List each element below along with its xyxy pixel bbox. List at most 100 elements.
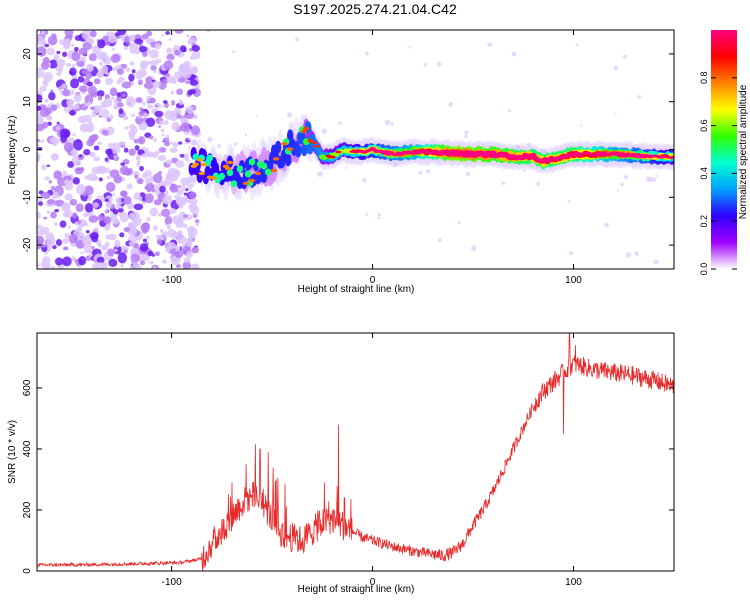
noise-speck xyxy=(655,174,659,178)
noise-speck xyxy=(57,86,63,92)
signal-band-core xyxy=(272,157,280,161)
noise-speck xyxy=(63,179,70,185)
signal-band-core xyxy=(286,147,294,151)
colorbar-tick-label: 0.0 xyxy=(699,263,709,276)
noise-speck xyxy=(151,151,159,158)
noise-speck xyxy=(78,154,83,158)
snr-frame xyxy=(36,332,675,572)
noise-speck xyxy=(187,183,194,188)
noise-speck xyxy=(165,173,173,181)
noise-speck xyxy=(37,67,45,79)
noise-speck xyxy=(153,172,163,184)
noise-speck xyxy=(129,61,135,66)
noise-speck xyxy=(96,71,104,78)
noise-speck xyxy=(163,60,174,70)
noise-speck xyxy=(102,98,113,108)
noise-speck xyxy=(138,46,148,53)
noise-speck xyxy=(64,233,71,239)
noise-speck xyxy=(464,130,469,135)
noise-speck xyxy=(194,84,200,89)
noise-speck xyxy=(96,256,105,264)
noise-speck xyxy=(143,254,150,262)
noise-speck xyxy=(180,177,191,186)
noise-speck xyxy=(83,149,91,156)
noise-speck xyxy=(137,115,142,119)
noise-speck xyxy=(144,193,154,204)
signal-band-core xyxy=(248,178,256,183)
noise-speck xyxy=(156,239,163,245)
noise-speck xyxy=(71,256,77,262)
noise-speck xyxy=(42,71,53,82)
noise-speck xyxy=(37,196,43,202)
noise-speck xyxy=(59,128,70,139)
noise-speck xyxy=(145,117,156,127)
noise-speck xyxy=(48,180,52,184)
noise-speck xyxy=(64,193,73,201)
noise-speck xyxy=(188,187,192,191)
noise-speck xyxy=(117,252,127,264)
noise-speck xyxy=(178,99,182,102)
noise-speck xyxy=(176,114,182,119)
noise-speck xyxy=(121,81,132,89)
noise-speck xyxy=(145,177,152,184)
noise-speck xyxy=(176,235,187,245)
noise-speck xyxy=(580,124,583,127)
noise-speck xyxy=(89,151,96,158)
signal-band-core xyxy=(210,176,218,180)
noise-speck xyxy=(145,60,151,65)
noise-speck xyxy=(185,106,194,114)
noise-speck xyxy=(100,108,110,119)
noise-speck xyxy=(131,69,136,74)
noise-speck xyxy=(50,89,54,93)
noise-speck xyxy=(87,85,98,97)
noise-speck xyxy=(134,145,140,151)
noise-speck xyxy=(133,138,139,144)
noise-speck xyxy=(37,211,41,220)
noise-speck xyxy=(157,171,163,175)
noise-speck xyxy=(105,234,110,240)
noise-speck xyxy=(54,222,58,226)
noise-speck xyxy=(536,181,541,186)
noise-speck xyxy=(122,142,126,146)
noise-speck xyxy=(137,178,144,185)
signal-band-core xyxy=(270,168,278,173)
noise-speck xyxy=(74,35,82,41)
noise-speck xyxy=(487,42,493,48)
noise-speck xyxy=(634,251,639,256)
noise-speck xyxy=(569,251,574,256)
noise-speck xyxy=(48,59,58,69)
noise-speck xyxy=(97,141,102,146)
signal-band-core xyxy=(254,171,262,176)
noise-speck xyxy=(91,234,99,243)
noise-speck xyxy=(178,185,182,188)
noise-speck xyxy=(97,214,105,222)
colorbar-tick-label: 0.8 xyxy=(699,72,709,85)
noise-speck xyxy=(125,67,131,72)
noise-speck xyxy=(112,193,116,197)
colorbar-tick-label: 0.4 xyxy=(699,167,709,180)
noise-speck xyxy=(98,177,103,182)
noise-speck xyxy=(149,260,154,265)
noise-speck xyxy=(159,228,164,234)
spectrogram-y-label: Frequency (Hz) xyxy=(7,116,18,185)
noise-speck xyxy=(82,213,88,218)
noise-speck xyxy=(93,145,100,151)
noise-speck xyxy=(117,208,124,213)
noise-speck xyxy=(73,139,83,151)
noise-speck xyxy=(515,145,521,151)
y-tick-label: 20 xyxy=(22,48,33,60)
noise-speck xyxy=(119,232,125,238)
signal-band-inner xyxy=(236,165,244,173)
noise-speck xyxy=(448,102,453,107)
noise-speck xyxy=(116,96,122,102)
signal-band-core xyxy=(335,150,342,154)
noise-speck xyxy=(116,92,121,98)
signal-band-core xyxy=(618,152,625,155)
noise-speck xyxy=(522,169,526,172)
noise-speck xyxy=(123,227,131,233)
noise-speck xyxy=(244,133,248,137)
noise-speck xyxy=(511,51,517,57)
noise-speck xyxy=(76,226,83,233)
noise-speck xyxy=(88,53,97,62)
noise-speck xyxy=(160,128,165,133)
